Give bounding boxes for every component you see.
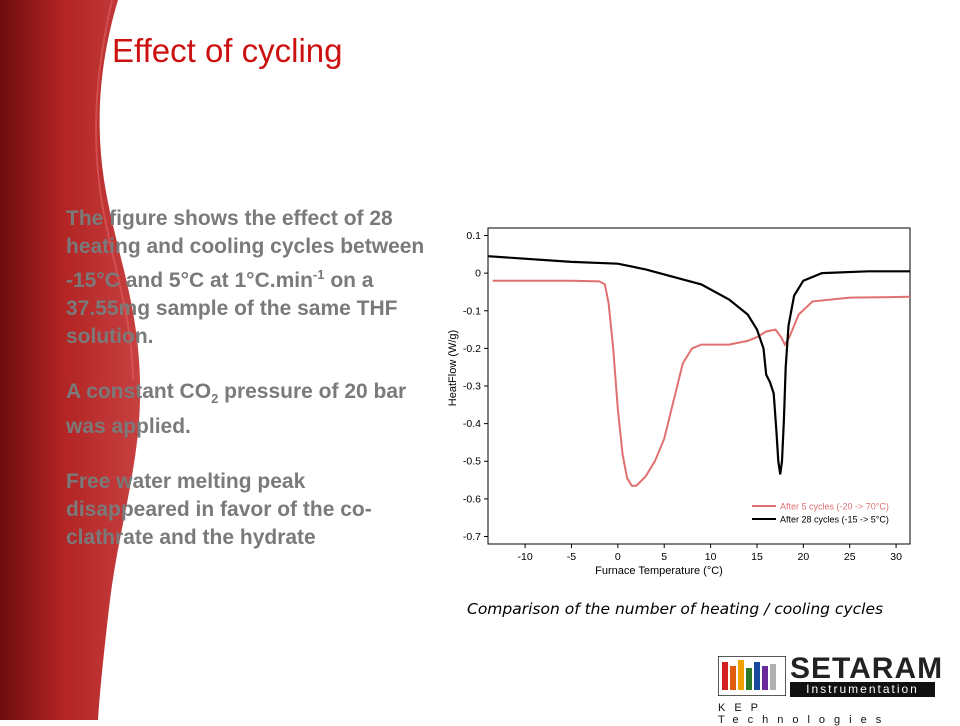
- logo-kep: KEP Technologies: [718, 702, 891, 726]
- y-tick-label: 0: [475, 268, 481, 280]
- plot-frame: [487, 227, 911, 545]
- body-text: The figure shows the effect of 28 heatin…: [66, 205, 426, 579]
- x-axis-label: Furnace Temperature (°C): [595, 565, 723, 577]
- y-tick-label: -0.5: [463, 456, 481, 468]
- logo-wordmark: SETARAM: [790, 652, 944, 685]
- y-tick-label: -0.4: [463, 418, 481, 430]
- x-tick-label: 25: [844, 551, 856, 563]
- x-tick-label: 30: [890, 551, 902, 563]
- figure-caption: Comparison of the number of heating / co…: [467, 600, 884, 618]
- y-tick-label: -0.2: [463, 343, 481, 355]
- y-axis-label: HeatFlow (W/g): [447, 330, 459, 406]
- x-tick-label: 20: [797, 551, 809, 563]
- y-tick-label: 0.1: [466, 230, 481, 242]
- y-tick-label: -0.3: [463, 381, 481, 393]
- paragraph-cycles: The figure shows the effect of 28 heatin…: [66, 207, 425, 348]
- red-banner: [0, 0, 141, 720]
- y-tick-label: -0.1: [463, 305, 481, 317]
- logo-subtitle: Instrumentation: [790, 682, 935, 697]
- y-tick-label: -0.6: [463, 493, 481, 505]
- x-tick-label: 15: [751, 551, 763, 563]
- legend-label-1: After 5 cycles (-20 -> 70°C): [780, 502, 889, 512]
- x-tick-label: -10: [518, 551, 533, 563]
- x-tick-label: 0: [615, 551, 621, 563]
- slide-title: Effect of cycling: [112, 32, 343, 69]
- series-line-1: [492, 279, 911, 487]
- setaram-logo: SETARAM Instrumentation KEP Technologies: [718, 652, 942, 726]
- x-tick-label: 10: [705, 551, 717, 563]
- logo-bars-icon: [718, 656, 786, 696]
- paragraph-melting-peak: Free water melting peak disappeared in f…: [66, 470, 372, 550]
- legend-label-2: After 28 cycles (-15 -> 5°C): [780, 515, 889, 525]
- y-tick-label: -0.7: [463, 531, 481, 543]
- paragraph-pressure: A constant CO2 pressure of 20 bar was ap…: [66, 380, 407, 439]
- x-tick-label: 5: [661, 551, 667, 563]
- series-line-2: [487, 255, 910, 475]
- x-tick-label: -5: [567, 551, 576, 563]
- heatflow-chart: -10 -5 0 5 10 15 20 25 30 0.1 0 -0.1 -0.2 -0.3 -0.4 -0.…: [447, 227, 911, 577]
